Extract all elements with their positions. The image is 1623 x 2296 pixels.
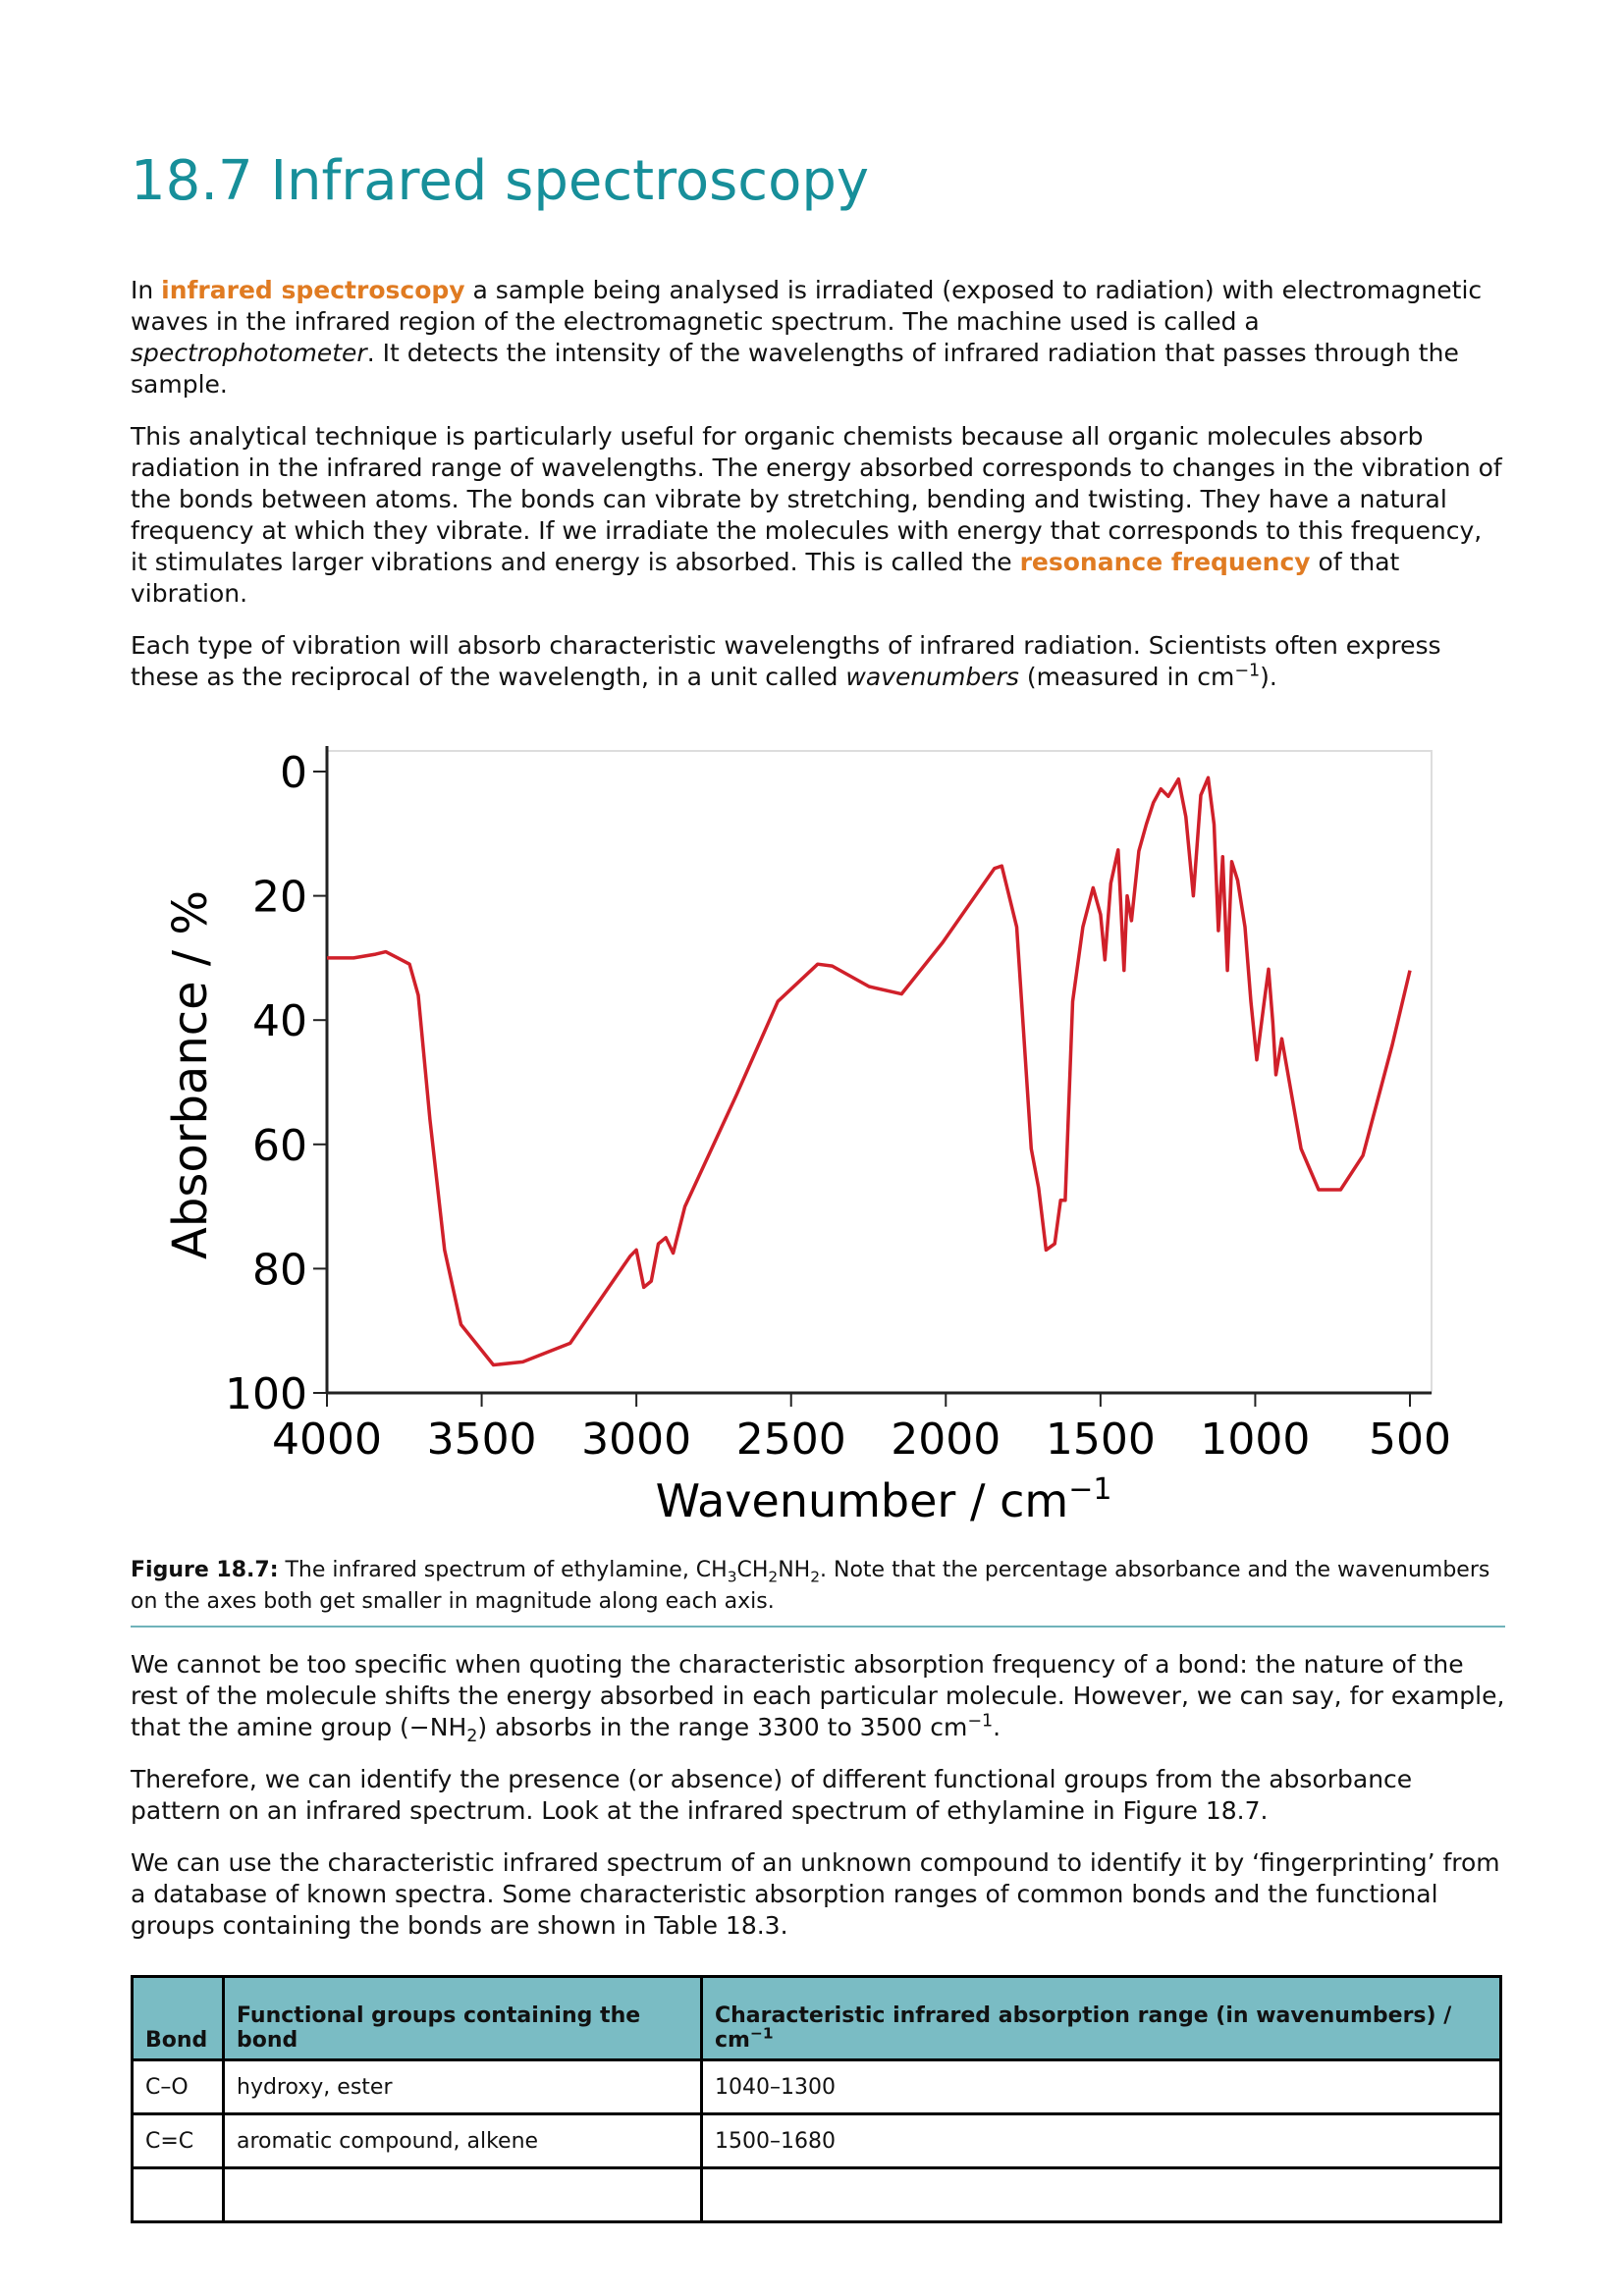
x-tick-label: 500 [1369,1415,1451,1465]
paragraph: Therefore, we can identify the presence … [131,1765,1413,1825]
text: −1 [1068,1472,1111,1507]
text: of that vibration. [131,548,1400,608]
paragraph: This analytical technique is particularl… [131,421,1505,610]
paragraph: Each type of vibration will absorb chara… [131,630,1505,693]
paragraph: We cannot be too specific when quoting t… [131,1649,1505,1746]
y-tick-label: 80 [252,1245,307,1295]
text: NH [778,1558,811,1582]
text: Characteristic infrared absorption range… [715,2003,1452,2053]
text: spectrophotometer [131,339,367,367]
text: ) absorbs in the range 3300 to 3500 cm [477,1713,968,1741]
header-row: Bond Functional groups containing the bon… [131,1975,1502,2061]
y-tick-label: 100 [225,1369,307,1419]
row: C–O hydroxy, ester 1040–1300 [131,2058,1502,2115]
x-tick-label: 3000 [581,1415,691,1465]
text: The infrared spectrum of ethylamine, CH [278,1558,728,1582]
text: a sample being analysed is irradiated (e… [131,276,1483,336]
table: Bond Functional groups containing the bon… [131,1975,1502,2223]
cell: 1500–1680 [700,2112,1502,2169]
chart: Absorbance / % Wavenumber / cm−1 0 20 40 60… [163,746,1451,1527]
header-cell: Bond [131,1975,225,2061]
text: ). [1260,663,1277,691]
row [131,2166,1502,2223]
x-tick-label: 2000 [891,1415,1001,1465]
body: We cannot be too specific when quoting t… [131,1649,1505,1962]
y-tick-label: 0 [280,748,307,798]
text: 2 [768,1568,779,1586]
text: . [993,1713,1001,1741]
text: In [131,276,162,304]
intro: In infrared spectroscopy a sample being … [131,275,1505,714]
cell: C–O [131,2058,225,2115]
text: −1 [967,1711,994,1732]
text: −1 [749,2024,774,2043]
x-tick-label: 1000 [1200,1415,1310,1465]
text: wavenumbers [845,663,1019,691]
y-tick-label: 20 [252,873,307,923]
text: CH [736,1558,769,1582]
spectrum-line [327,775,1412,1367]
cell: aromatic compound, alkene [222,2112,703,2169]
paragraph: In infrared spectroscopy a sample being … [131,275,1505,400]
x-tick-label: 1500 [1046,1415,1156,1465]
y-tick-label: 60 [252,1121,307,1171]
text: . It detects the intensity of the wavele… [131,339,1459,399]
text: Each type of vibration will absorb chara… [131,631,1441,691]
term: infrared spectroscopy [161,276,465,304]
text: This analytical technique is particularl… [131,422,1502,576]
cell [131,2166,225,2223]
text: 2 [810,1568,821,1586]
text: . Note that the percentage absorbance an… [131,1558,1490,1614]
header-cell: Functional groups containing the bond [222,1975,703,2061]
text: 3 [727,1568,737,1586]
cell: C=C [131,2112,225,2169]
text: −1 [1234,661,1261,681]
row: C=C aromatic compound, alkene 1500–1680 [131,2112,1502,2169]
paragraph: We can use the characteristic infrared s… [131,1848,1500,1940]
x-tick-label: 2500 [736,1415,846,1465]
header-cell: Characteristic infrared absorption range… [700,1975,1502,2061]
x-axis-title: Wavenumber / cm−1 [656,1472,1112,1527]
x-tick-label: 3500 [427,1415,537,1465]
x-tick-label: 4000 [272,1415,382,1465]
term: resonance frequency [1019,548,1311,576]
text: 2 [466,1727,478,1746]
y-tick-label: 40 [252,996,307,1046]
caption: Figure 18.7: The infrared spectrum of et… [131,1555,1505,1628]
cell [222,2166,703,2223]
y-axis-title: Absorbance / % [163,890,218,1259]
text: Figure 18.7: [131,1558,279,1582]
text: We cannot be too specific when quoting t… [131,1650,1505,1741]
cell: 1040–1300 [700,2058,1502,2115]
plot-frame [326,750,1433,1394]
text: Wavenumber / cm [656,1474,1069,1527]
text: (measured in cm [1018,663,1235,691]
title: 18.7 Infrared spectroscopy [131,149,870,213]
cell [700,2166,1502,2223]
cell: hydroxy, ester [222,2058,703,2115]
